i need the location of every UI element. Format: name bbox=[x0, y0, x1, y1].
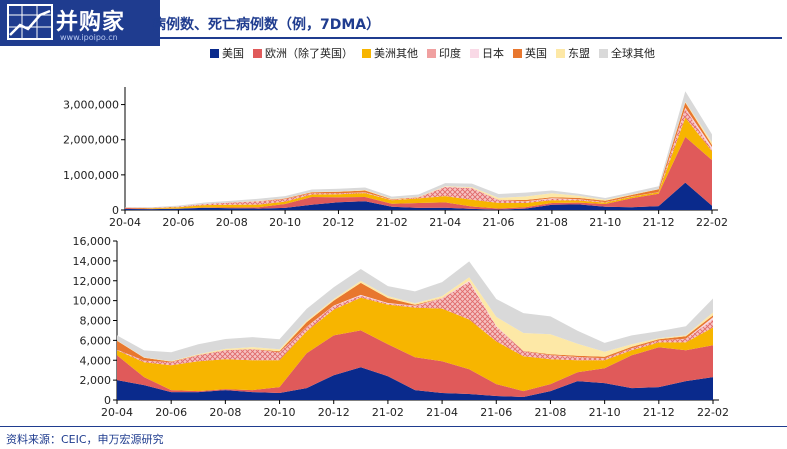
series-area bbox=[117, 261, 713, 362]
y-tick-label: 12,000 bbox=[73, 275, 112, 288]
series-area bbox=[125, 108, 712, 209]
y-tick-label: 1,000,000 bbox=[63, 169, 119, 182]
series-area bbox=[117, 367, 713, 400]
legend-item: 全球其他 bbox=[599, 45, 655, 61]
x-tick-label: 21-12 bbox=[643, 216, 675, 229]
y-tick-label: 0 bbox=[104, 394, 111, 407]
y-tick-label: 3,000,000 bbox=[63, 99, 119, 112]
x-tick-label: 21-10 bbox=[589, 216, 621, 229]
chart-legend: 美国 欧洲（除了英国） 美洲其他 印度 日本 英国 东盟 全球其他 bbox=[210, 45, 655, 61]
legend-item: 美洲其他 bbox=[362, 45, 418, 61]
x-tick-label: 20-10 bbox=[264, 406, 296, 419]
x-tick-label: 20-08 bbox=[216, 216, 248, 229]
y-tick-label: 2,000,000 bbox=[63, 134, 119, 147]
y-tick-label: 16,000 bbox=[73, 235, 112, 248]
logo: 并购家 www.ipoipo.cn bbox=[0, 0, 160, 46]
x-tick-label: 21-12 bbox=[643, 406, 675, 419]
series-area bbox=[117, 330, 713, 397]
x-tick-label: 20-12 bbox=[322, 216, 354, 229]
y-tick-label: 4,000 bbox=[80, 354, 112, 367]
x-tick-label: 22-02 bbox=[696, 216, 728, 229]
series-area bbox=[125, 182, 712, 210]
chart-title: 病例数、死亡病例数（例，7DMA） bbox=[152, 17, 381, 33]
legend-swatch bbox=[556, 48, 565, 58]
x-tick-label: 20-06 bbox=[155, 406, 187, 419]
y-tick-label: 6,000 bbox=[80, 334, 112, 347]
legend-swatch bbox=[470, 48, 479, 58]
source-note: 资料来源：CEIC，申万宏源研究 bbox=[6, 433, 164, 446]
legend-label: 印度 bbox=[439, 47, 461, 60]
legend-item: 欧洲（除了英国） bbox=[253, 45, 353, 61]
legend-item: 日本 bbox=[470, 45, 504, 61]
legend-item: 印度 bbox=[427, 45, 461, 61]
x-tick-label: 21-06 bbox=[480, 406, 512, 419]
title-divider bbox=[160, 37, 782, 39]
legend-swatch bbox=[513, 48, 522, 58]
series-area bbox=[125, 107, 712, 208]
legend-swatch bbox=[253, 48, 262, 58]
series-area bbox=[125, 136, 712, 210]
legend-label: 美洲其他 bbox=[374, 47, 418, 60]
footer-divider bbox=[0, 426, 787, 427]
x-tick-label: 20-12 bbox=[318, 406, 350, 419]
legend-label: 全球其他 bbox=[611, 47, 655, 60]
x-tick-label: 22-02 bbox=[697, 406, 729, 419]
x-tick-label: 20-08 bbox=[209, 406, 241, 419]
logo-url: www.ipoipo.cn bbox=[60, 33, 118, 42]
legend-label: 英国 bbox=[525, 47, 547, 60]
series-area bbox=[125, 102, 712, 208]
y-tick-label: 0 bbox=[112, 204, 119, 217]
deaths-chart: 0 2,000 4,000 6,000 8,000 10,000 12,000 14,000 1… bbox=[73, 235, 729, 419]
x-tick-label: 20-04 bbox=[109, 216, 141, 229]
y-tick-label: 2,000 bbox=[80, 374, 112, 387]
y-tick-label: 10,000 bbox=[73, 295, 112, 308]
x-tick-label: 21-02 bbox=[372, 406, 404, 419]
legend-label: 欧洲（除了英国） bbox=[265, 47, 353, 60]
y-tick-label: 8,000 bbox=[80, 315, 112, 328]
legend-swatch bbox=[362, 48, 371, 58]
x-tick-label: 21-08 bbox=[534, 406, 566, 419]
logo-text: 并购家 bbox=[56, 10, 126, 35]
legend-swatch bbox=[210, 48, 219, 58]
legend-swatch bbox=[599, 48, 608, 58]
legend-label: 东盟 bbox=[568, 47, 590, 60]
cases-chart: 0 1,000,000 2,000,000 3,000,000 20-04 20-06 20… bbox=[63, 87, 728, 229]
series-area bbox=[117, 277, 713, 362]
chart-logo-icon bbox=[7, 4, 53, 40]
x-tick-label: 21-04 bbox=[426, 406, 458, 419]
legend-item: 美国 bbox=[210, 45, 244, 61]
legend-item: 东盟 bbox=[556, 45, 590, 61]
x-tick-label: 21-02 bbox=[376, 216, 408, 229]
series-area bbox=[117, 297, 713, 392]
x-tick-label: 20-10 bbox=[269, 216, 301, 229]
x-tick-label: 21-06 bbox=[483, 216, 515, 229]
y-tick-label: 14,000 bbox=[73, 255, 112, 268]
legend-swatch bbox=[427, 48, 436, 58]
legend-label: 美国 bbox=[222, 47, 244, 60]
legend-label: 日本 bbox=[482, 47, 504, 60]
x-tick-label: 21-10 bbox=[589, 406, 621, 419]
x-tick-label: 21-08 bbox=[536, 216, 568, 229]
series-area bbox=[125, 91, 712, 208]
x-tick-label: 20-06 bbox=[162, 216, 194, 229]
x-tick-label: 20-04 bbox=[101, 406, 133, 419]
series-area bbox=[125, 101, 712, 208]
legend-item: 英国 bbox=[513, 45, 547, 61]
x-tick-label: 21-04 bbox=[429, 216, 461, 229]
